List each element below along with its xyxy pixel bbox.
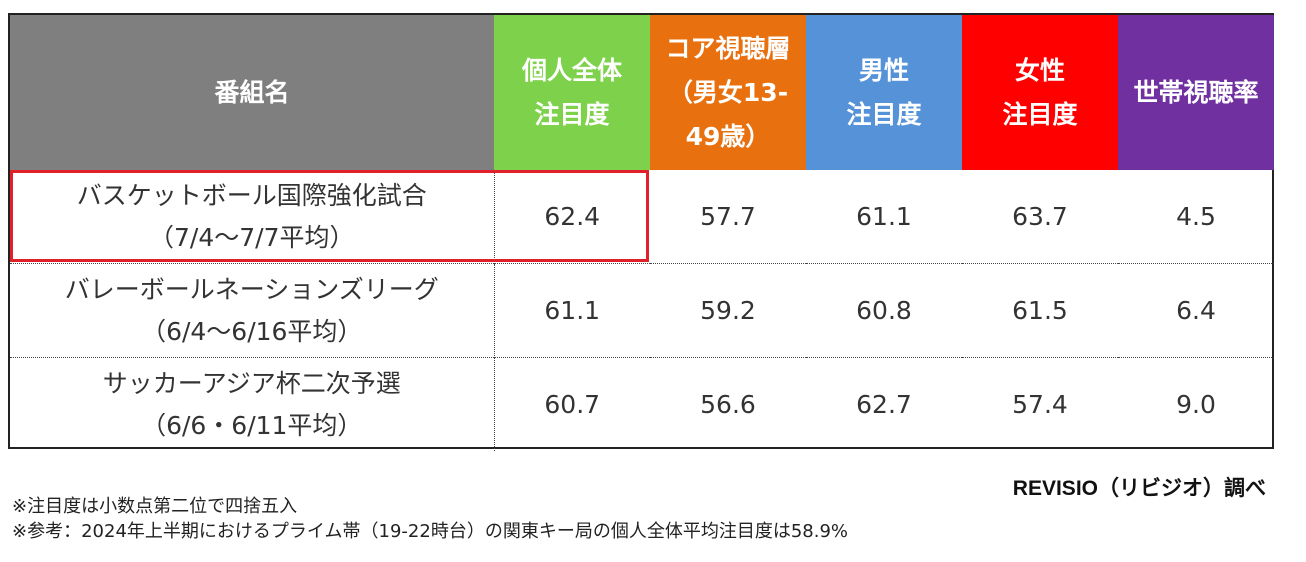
value-female-attention: 63.7 [1012, 202, 1068, 231]
footnote: ※注目度は小数点第二位で四捨五入 [12, 496, 298, 517]
ratings-table-grid: 番組名 個人全体 注目度 コア視聴層 （男女13- 49歳） 男性 注目度 女性… [10, 15, 1274, 451]
header-core-audience: コア視聴層 （男女13- 49歳） [650, 15, 806, 170]
table-row: バスケットボール国際強化試合 （7/4～7/7平均） 62.4 57.7 61.… [10, 170, 1274, 264]
value-household-rating: 4.5 [1176, 202, 1216, 231]
program-name-cell: バスケットボール国際強化試合 （7/4～7/7平均） [10, 170, 495, 264]
program-name-cell: バレーボールネーションズリーグ （6/4～6/16平均） [10, 263, 495, 358]
value-individual-attention: 60.7 [494, 357, 650, 451]
footnotes: ※注目度は小数点第二位で四捨五入 ※参考：2024年上半期におけるプライム帯（1… [12, 494, 848, 544]
value-core-audience: 57.7 [700, 202, 756, 231]
value-male-attention: 62.7 [806, 357, 962, 451]
program-period: （7/4～7/7平均） [149, 222, 355, 252]
table-row: バレーボールネーションズリーグ （6/4～6/16平均） 61.1 59.2 6… [10, 263, 1274, 358]
value-male-attention: 60.8 [806, 263, 962, 358]
header-female-attention: 女性 注目度 [962, 15, 1118, 170]
value-individual-attention: 62.4 [544, 202, 601, 231]
value-female-attention: 57.4 [962, 357, 1118, 451]
table-row: サッカーアジア杯二次予選 （6/6・6/11平均） 60.7 56.6 62.7… [10, 357, 1274, 451]
program-name: バスケットボール国際強化試合 [76, 180, 427, 210]
value-individual-attention: 61.1 [494, 263, 650, 358]
header-program-name: 番組名 [10, 15, 494, 170]
header-household-rating: 世帯視聴率 [1118, 15, 1274, 170]
ratings-table: 番組名 個人全体 注目度 コア視聴層 （男女13- 49歳） 男性 注目度 女性… [8, 13, 1274, 451]
program-period: （6/4～6/16平均） [141, 316, 363, 346]
header-individual-attention: 個人全体 注目度 [494, 15, 650, 170]
program-name: バレーボールネーションズリーグ [64, 274, 439, 304]
value-household-rating: 9.0 [1118, 357, 1274, 451]
program-name: サッカーアジア杯二次予選 [102, 368, 401, 398]
program-name-cell: サッカーアジア杯二次予選 （6/6・6/11平均） [10, 357, 495, 451]
value-household-rating: 6.4 [1118, 263, 1274, 358]
footnote: ※参考：2024年上半期におけるプライム帯（19-22時台）の関東キー局の個人全… [12, 521, 849, 542]
program-period: （6/6・6/11平均） [141, 410, 363, 440]
value-core-audience: 56.6 [650, 357, 806, 451]
source-note: REVISIO（リビジオ）調べ [1012, 477, 1266, 500]
value-female-attention: 61.5 [962, 263, 1118, 358]
value-male-attention: 61.1 [856, 202, 912, 231]
value-core-audience: 59.2 [650, 263, 806, 358]
header-row: 番組名 個人全体 注目度 コア視聴層 （男女13- 49歳） 男性 注目度 女性… [10, 15, 1274, 170]
header-male-attention: 男性 注目度 [806, 15, 962, 170]
